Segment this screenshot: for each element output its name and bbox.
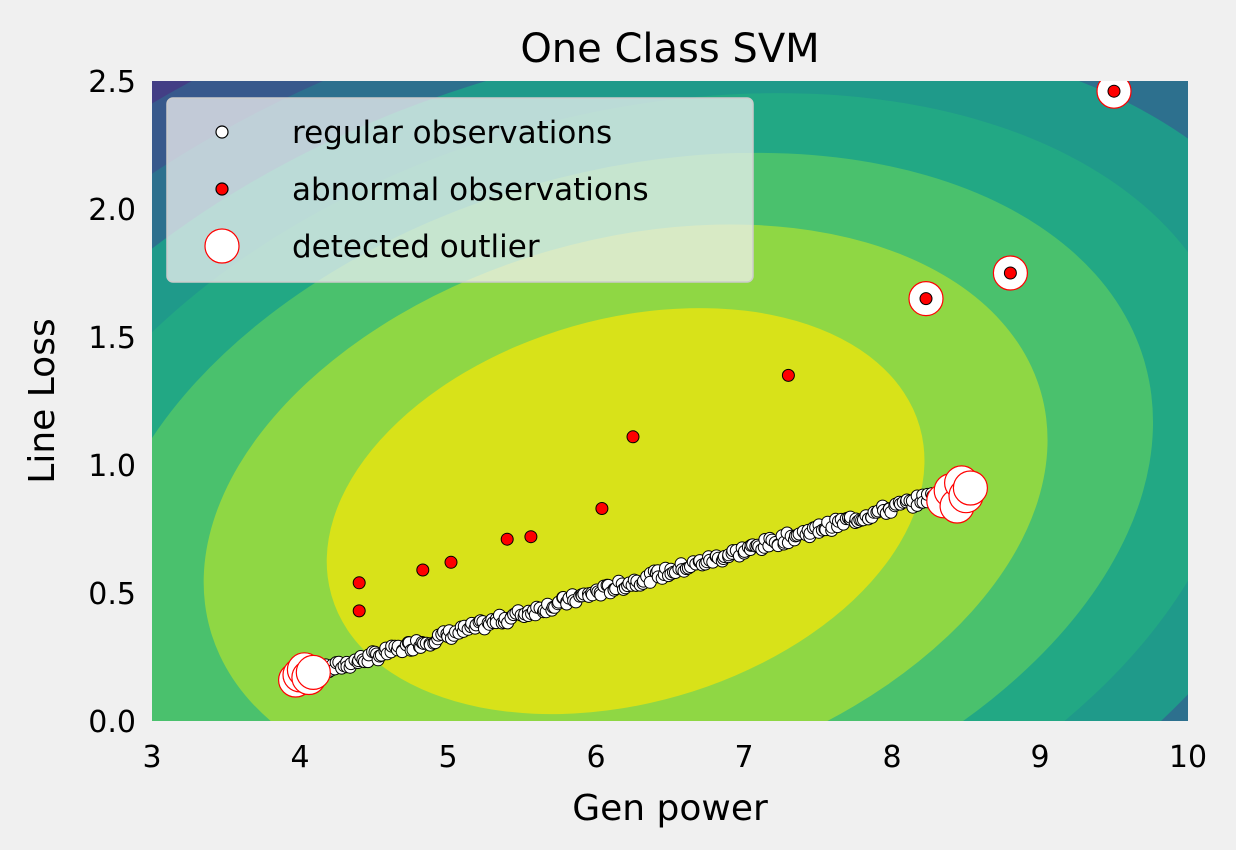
y-axis-ticks: 0.0 0.5 1.0 1.5 2.0 2.5 xyxy=(88,65,136,740)
y-tick-label: 2.0 xyxy=(88,193,136,228)
abnormal-observation-point xyxy=(352,576,366,590)
legend-label-outlier: detected outlier xyxy=(292,229,540,265)
abnormal-observation-point xyxy=(626,430,640,444)
abnormal-observation-point xyxy=(1003,266,1017,280)
abnormal-observation-point xyxy=(1107,84,1121,98)
x-tick-label: 3 xyxy=(142,740,161,775)
abnormal-observation-point xyxy=(781,368,795,382)
legend-label-regular: regular observations xyxy=(292,115,612,151)
contour-band-7 xyxy=(326,308,925,715)
abnormal-observation-point xyxy=(524,530,538,544)
detected-outlier-point xyxy=(295,654,331,691)
y-tick-label: 1.0 xyxy=(88,449,136,484)
y-tick-label: 2.5 xyxy=(88,65,136,100)
detected-outlier-point xyxy=(952,470,989,506)
x-tick-label: 4 xyxy=(290,740,309,775)
abnormal-observation-point xyxy=(919,292,933,306)
x-axis-ticks: 3 4 5 6 7 8 9 10 xyxy=(142,740,1207,775)
legend: regular observations abnormal observatio… xyxy=(166,97,754,283)
legend-marker-regular xyxy=(215,125,229,139)
abnormal-observation-point xyxy=(595,502,609,515)
x-tick-label: 10 xyxy=(1169,740,1207,775)
x-axis-label: Gen power xyxy=(572,788,768,829)
abnormal-observation-point xyxy=(500,532,514,546)
x-tick-label: 7 xyxy=(734,740,753,775)
legend-frame xyxy=(166,97,754,283)
y-tick-label: 0.0 xyxy=(88,705,136,740)
legend-label-abnormal: abnormal observations xyxy=(292,172,649,208)
legend-marker-abnormal xyxy=(215,182,229,196)
abnormal-observation-point xyxy=(416,563,430,577)
y-axis-label: Line Loss xyxy=(22,318,63,483)
x-tick-label: 9 xyxy=(1030,740,1049,775)
x-tick-label: 6 xyxy=(586,740,605,775)
chart-title: One Class SVM xyxy=(520,26,819,72)
y-tick-label: 1.5 xyxy=(88,321,136,356)
abnormal-observation-point xyxy=(444,555,458,569)
x-tick-label: 8 xyxy=(882,740,901,775)
abnormal-observations-series xyxy=(352,84,1121,618)
y-tick-label: 0.5 xyxy=(88,577,136,612)
legend-marker-outlier xyxy=(204,228,240,264)
abnormal-observation-point xyxy=(352,604,366,618)
x-tick-label: 5 xyxy=(438,740,457,775)
